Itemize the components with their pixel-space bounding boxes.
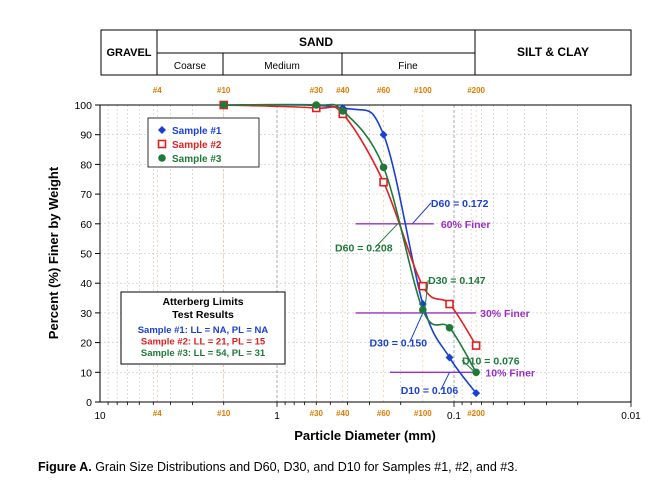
y-tick-label: 40 <box>80 278 92 290</box>
finer-lines: 60% Finer 30% Finer 10% Finer <box>355 219 535 379</box>
x-tick-label: 10 <box>94 411 106 422</box>
sieve-label-bottom: #40 <box>336 409 350 418</box>
y-tick-label: 70 <box>80 189 92 201</box>
atterberg-row: Sample #3: LL = 54, PL = 31 <box>141 348 266 359</box>
annotation-leader <box>409 312 424 343</box>
atterberg-frame <box>120 291 286 365</box>
data-point <box>379 163 388 172</box>
x-axis: 10 1 0.1 0.01 <box>94 402 641 422</box>
y-tick-label: 30 <box>80 308 92 320</box>
figure-caption: Figure A. Grain Size Distributions and D… <box>38 460 518 474</box>
x-axis-title: Particle Diameter (mm) <box>294 428 436 443</box>
caption-label: Figure A. <box>38 460 92 474</box>
y-tick-label: 0 <box>86 397 92 409</box>
annotation-leader <box>423 280 429 313</box>
gravel-label: GRAVEL <box>106 47 151 59</box>
atterberg-box: Atterberg Limits Test Results Sample #1:… <box>120 291 286 365</box>
annotation-label: D10 = 0.076 <box>462 355 520 367</box>
data-point <box>338 107 347 115</box>
data-point <box>379 130 388 139</box>
sieve-label-top: #30 <box>310 86 324 95</box>
legend: Sample #1 Sample #2 Sample #3 <box>147 117 260 168</box>
sieve-labels: #4 #4 #10 #10 #30 #30 #40 #40 #60 #60 #100 #100 #200… <box>153 86 486 418</box>
data-point <box>418 281 428 291</box>
sieve-label-top: #10 <box>217 86 231 95</box>
legend-label: Sample #3 <box>172 154 222 165</box>
data-point <box>471 341 481 350</box>
x-tick-label: 1 <box>274 411 280 422</box>
silt-clay-label: SILT & CLAY <box>517 45 589 59</box>
annotation-label: D60 = 0.208 <box>335 243 393 255</box>
x-tick-label: 0.1 <box>447 411 461 422</box>
y-axis-title: Percent (%) Finer by Weight <box>46 166 61 339</box>
annotation-leader <box>374 223 399 248</box>
data-point <box>219 101 228 109</box>
medium-label: Medium <box>264 61 300 72</box>
sieve-label-top: #200 <box>467 86 485 95</box>
annotations: D60 = 0.172 D60 = 0.208 D30 = 0.147 D30 = 0… <box>335 198 520 397</box>
data-point <box>445 299 454 309</box>
atterberg-row: Sample #2: LL = 21, PL = 15 <box>141 337 266 348</box>
annotation-label: D10 = 0.106 <box>401 385 459 397</box>
data-point <box>445 353 454 362</box>
atterberg-title: Atterberg Limits <box>162 296 243 308</box>
y-tick-label: 90 <box>80 130 92 142</box>
data-point <box>472 389 481 398</box>
sieve-label-bottom: #100 <box>414 409 432 418</box>
sieve-label-bottom: #200 <box>467 409 485 418</box>
legend-marker <box>158 154 166 162</box>
data-point <box>445 323 454 332</box>
y-tick-label: 50 <box>80 249 92 261</box>
data-point <box>379 177 388 187</box>
sieve-label-bottom: #60 <box>377 409 391 418</box>
sieve-label-top: #4 <box>153 86 162 95</box>
legend-marker <box>157 139 167 149</box>
y-tick-label: 100 <box>74 100 92 112</box>
annotation-label: D60 = 0.172 <box>431 198 489 210</box>
legend-label: Sample #2 <box>172 140 222 151</box>
annotation-leader <box>461 360 476 373</box>
data-point <box>472 368 480 377</box>
atterberg-subtitle: Test Results <box>172 309 234 321</box>
sieve-label-bottom: #4 <box>153 409 162 418</box>
atterberg-row: Sample #1: LL = NA, PL = NA <box>138 325 269 336</box>
legend-box <box>147 117 260 168</box>
annotation-label: D30 = 0.147 <box>428 275 486 287</box>
y-tick-label: 60 <box>80 219 92 231</box>
finer-label-30: 30% Finer <box>480 308 530 320</box>
sand-label: SAND <box>299 35 333 49</box>
series-group <box>219 100 481 398</box>
finer-label-10: 10% Finer <box>485 367 535 379</box>
annotation-label: D30 = 0.150 <box>370 338 428 350</box>
sieve-label-bottom: #10 <box>217 409 231 418</box>
classification-header: GRAVEL SAND SILT & CLAY Coarse Medium Fi… <box>100 29 632 76</box>
x-tick-label: 0.01 <box>621 411 641 422</box>
coarse-label: Coarse <box>174 61 207 72</box>
legend-marker <box>158 126 166 134</box>
fine-label: Fine <box>398 61 418 72</box>
y-tick-label: 10 <box>80 367 92 379</box>
y-axis: 0 10 20 30 40 50 60 70 80 90 100 <box>74 100 100 409</box>
y-tick-label: 80 <box>80 159 92 171</box>
sieve-label-bottom: #30 <box>310 409 324 418</box>
sieve-label-top: #100 <box>414 86 432 95</box>
legend-label: Sample #1 <box>172 126 222 137</box>
caption-text: Grain Size Distributions and D60, D30, a… <box>95 460 518 474</box>
annotation-leader <box>411 202 432 225</box>
annotation-leader <box>440 372 450 391</box>
data-point <box>312 101 321 109</box>
y-tick-label: 20 <box>80 338 92 350</box>
finer-label-60: 60% Finer <box>441 219 491 231</box>
sieve-label-top: #60 <box>377 86 391 95</box>
sieve-label-top: #40 <box>336 86 350 95</box>
series-3 <box>219 101 480 377</box>
